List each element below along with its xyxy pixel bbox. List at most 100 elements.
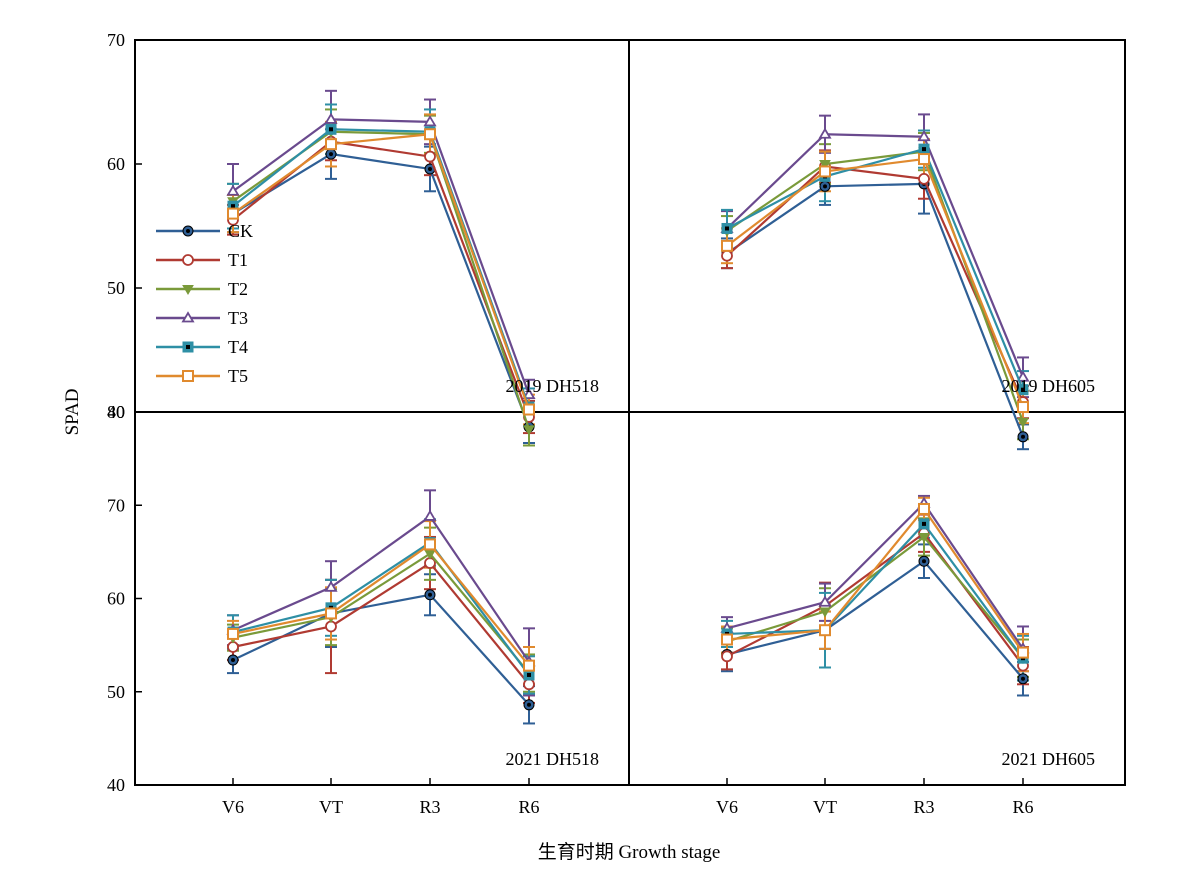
legend-label: T2 [228,279,248,299]
legend-item-T4: T4 [156,337,248,357]
data-point [721,650,733,663]
x-tick-label: V6 [716,797,738,817]
x-tick-label: R6 [518,797,539,817]
series-T4 [227,123,535,413]
error-bars-T4 [227,103,535,427]
series-T5 [227,538,535,672]
series-line [726,150,1025,423]
data-point [325,607,337,620]
series-T4 [721,518,1029,664]
data-point [182,370,194,382]
error-bars-CK [721,543,1029,697]
x-tick-label: VT [319,797,343,817]
series-line [232,152,531,428]
x-axis-title: 生育时期 Growth stage [538,841,721,863]
legend-label: CK [228,221,253,241]
legend-item-T3: T3 [156,308,248,328]
legend-item-T2: T2 [156,279,248,299]
panel-1 [226,89,536,447]
data-point-center [186,345,190,349]
error-bars-T2 [721,132,1029,441]
series-T3 [226,112,536,400]
data-point-center [329,127,333,132]
data-point-center [1021,434,1025,439]
panel-label: 2021 DH518 [506,749,600,769]
y-tick-label: 60 [107,589,125,609]
data-point-center [922,147,926,152]
data-point [1017,401,1029,414]
data-point [522,387,536,400]
series-line [726,133,1025,378]
series-CK [227,589,535,711]
data-point [819,165,831,178]
series-line [726,157,1025,408]
data-point [182,254,194,266]
series-line [232,561,530,685]
series-T1 [227,557,535,691]
data-point [523,425,535,436]
data-point [1017,646,1029,659]
data-point [721,249,733,262]
error-bars-CK [227,573,535,725]
panel-label: 2021 DH605 [1002,749,1096,769]
data-point [423,115,437,127]
y-tick-label: 70 [107,495,125,515]
series-T5 [721,502,1029,659]
data-point-center [527,672,531,677]
data-point [182,285,194,295]
data-point [324,112,338,124]
panel-2 [720,113,1030,451]
data-point-center [1021,676,1025,681]
y-tick-label: 40 [107,775,125,795]
series-line [726,182,1025,438]
panel-label: 2019 DH605 [1002,376,1096,396]
legend-item-T5: T5 [156,366,248,386]
y-axis-title: SPAD [62,389,83,436]
error-bars-T3 [227,489,535,697]
series-line [726,559,1024,680]
data-point [324,580,338,592]
error-bars-T2 [227,108,535,447]
series-line [232,118,531,396]
error-bars-T4 [227,518,535,695]
error-bars-CK [721,153,1029,451]
series-line [726,501,1024,650]
series-line [232,552,530,674]
legend-label: T3 [228,308,248,328]
x-tick-label: R6 [1012,797,1033,817]
y-tick-label: 60 [107,154,125,174]
data-point-center [725,226,729,231]
series-T3 [226,509,536,667]
data-point [1017,417,1029,428]
series-T1 [721,527,1029,672]
series-line [232,514,530,663]
data-point [819,607,831,618]
data-point [819,160,831,170]
legend-label: T4 [228,337,248,357]
y-tick-label: 70 [107,30,125,50]
data-point [721,633,733,646]
error-bars-T1 [721,513,1029,686]
series-line [232,140,531,418]
error-bars-T1 [227,122,535,435]
series-line [726,165,1025,403]
data-point-center [1021,387,1025,392]
data-point-center [922,559,926,564]
series-line [232,133,531,410]
series-line [726,147,1025,391]
data-point-center [231,204,235,209]
data-point-center [922,521,926,526]
data-point [523,678,535,691]
series-line [726,535,1024,659]
data-point [818,127,832,139]
legend-item-CK: CK [156,221,253,241]
series-T3 [720,127,1030,382]
series-line [232,542,530,667]
data-point [819,624,831,637]
data-point [523,659,535,672]
data-point [918,532,930,543]
data-point-center [329,152,333,157]
data-point [424,538,436,551]
data-point [1016,370,1030,382]
